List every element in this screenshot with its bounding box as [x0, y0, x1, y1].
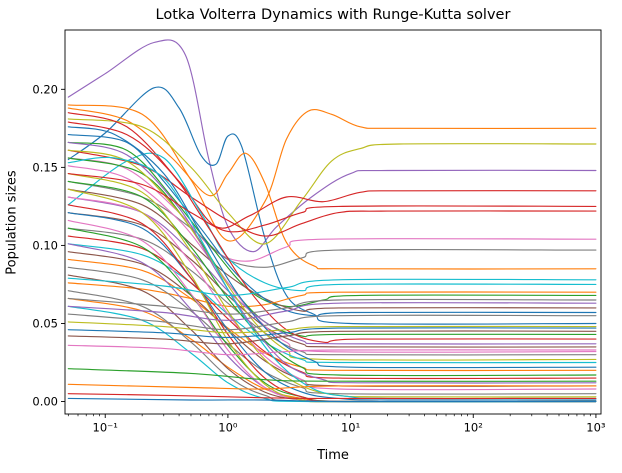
series-line: [67, 149, 597, 361]
x-tick-label: 10¹: [341, 421, 360, 435]
series-line: [67, 157, 597, 338]
series-line: [67, 121, 597, 344]
series-line: [67, 327, 597, 339]
x-tick-label: 10⁰: [218, 421, 238, 435]
series-line: [67, 141, 597, 384]
series-line: [67, 297, 597, 315]
y-tick-label: 0.20: [32, 82, 58, 96]
series-line: [67, 368, 597, 382]
series-line: [67, 107, 597, 270]
series-line: [67, 149, 597, 237]
series-line: [67, 180, 597, 377]
series-line: [67, 330, 597, 345]
series-line: [67, 302, 597, 321]
series-line: [67, 393, 597, 400]
y-tick-label: 0.10: [32, 238, 58, 252]
x-tick-label: 10²: [464, 421, 483, 435]
series-line: [67, 196, 597, 391]
chart-title: Lotka Volterra Dynamics with Runge-Kutta…: [155, 7, 511, 23]
series-line: [67, 212, 597, 401]
x-axis-label: Time: [317, 448, 349, 463]
series-line: [67, 173, 597, 233]
series-line: [67, 313, 597, 331]
series-line: [67, 277, 597, 296]
y-tick-label: 0.05: [32, 316, 58, 330]
x-tick-label: 10³: [586, 421, 606, 435]
x-tick-label: 10⁻¹: [93, 421, 118, 435]
series-line: [67, 282, 597, 308]
y-tick-label: 0.00: [32, 395, 58, 409]
series-line: [67, 112, 597, 229]
series-line: [67, 180, 597, 268]
series-line: [67, 321, 597, 334]
series-line: [67, 383, 597, 390]
series-line: [67, 39, 597, 253]
series-line: [67, 152, 597, 292]
series-line: [67, 196, 597, 345]
series-line: [67, 141, 597, 308]
y-axis-label: Population sizes: [4, 170, 20, 275]
series-line: [67, 104, 597, 242]
series-line: [67, 235, 597, 380]
series-line: [67, 86, 597, 325]
series-line: [67, 134, 597, 317]
series-line: [67, 344, 597, 356]
series-line: [67, 118, 597, 245]
series-line: [67, 173, 597, 398]
series-line: [67, 397, 597, 403]
series-line: [67, 157, 597, 262]
y-tick-label: 0.15: [32, 160, 58, 174]
